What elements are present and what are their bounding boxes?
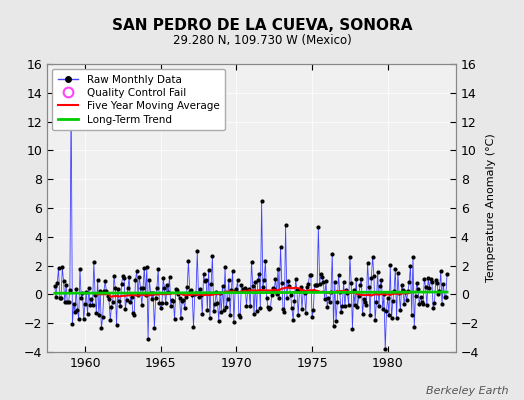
- Text: SAN PEDRO DE LA CUEVA, SONORA: SAN PEDRO DE LA CUEVA, SONORA: [112, 18, 412, 33]
- Legend: Raw Monthly Data, Quality Control Fail, Five Year Moving Average, Long-Term Tren: Raw Monthly Data, Quality Control Fail, …: [52, 69, 225, 130]
- Text: 29.280 N, 109.730 W (Mexico): 29.280 N, 109.730 W (Mexico): [172, 34, 352, 47]
- Y-axis label: Temperature Anomaly (°C): Temperature Anomaly (°C): [486, 134, 496, 282]
- Text: Berkeley Earth: Berkeley Earth: [426, 386, 508, 396]
